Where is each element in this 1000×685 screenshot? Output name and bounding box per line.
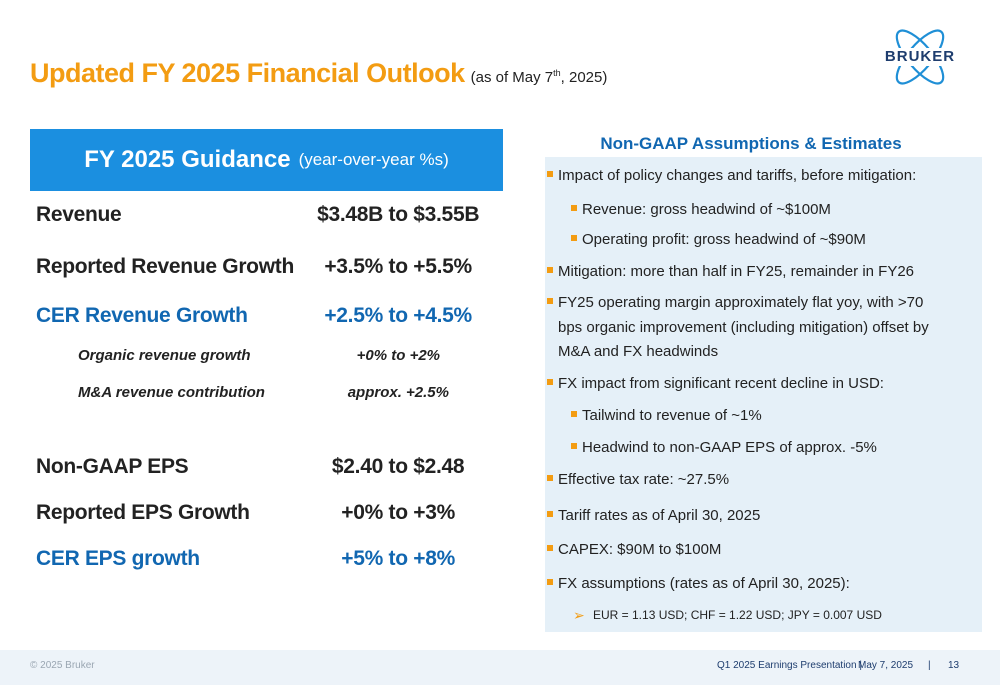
title-sub-suffix: , 2025) (560, 69, 608, 86)
footer-date: May 7, 2025 (858, 660, 914, 671)
bullet-item: Impact of policy changes and tariffs, be… (547, 166, 916, 185)
bullet-square-icon (571, 443, 577, 449)
sub-bullet-item: Headwind to non-GAAP EPS of approx. -5% (571, 438, 877, 457)
guidance-row-non-gaap-eps: Non-GAAP EPS $2.40 to $2.48 (36, 455, 496, 479)
bullet-square-icon (571, 235, 577, 241)
guidance-header-subtitle: (year-over-year %s) (298, 150, 449, 169)
bullet-item: FX assumptions (rates as of April 30, 20… (547, 574, 850, 593)
bullet-square-icon (547, 171, 553, 177)
bullet-square-icon (571, 205, 577, 211)
title-subtitle: (as of May 7th, 2025) (470, 68, 608, 86)
row-label: Reported EPS Growth (36, 501, 250, 524)
bullet-square-icon (547, 379, 553, 385)
row-value: +0% to +3% (341, 501, 455, 524)
guidance-row-organic-revenue-growth: Organic revenue growth +0% to +2% (36, 347, 496, 364)
guidance-header-title: FY 2025 Guidance (84, 146, 291, 173)
row-label: Organic revenue growth (78, 347, 251, 364)
row-label: Revenue (36, 203, 122, 226)
guidance-row-ma-revenue-contribution: M&A revenue contribution approx. +2.5% (36, 384, 496, 401)
title-sub-sup: th (553, 68, 561, 78)
bullet-square-icon (547, 511, 553, 517)
row-label: M&A revenue contribution (78, 384, 265, 401)
row-label: Non-GAAP EPS (36, 455, 189, 478)
guidance-row-cer-revenue-growth: CER Revenue Growth +2.5% to +4.5% (36, 304, 496, 328)
assumptions-title: Non-GAAP Assumptions & Estimates (600, 134, 902, 153)
sub-bullet-item: Operating profit: gross headwind of ~$90… (571, 230, 866, 249)
title-main: Updated FY 2025 Financial Outlook (30, 58, 465, 88)
bullet-item: FX impact from significant recent declin… (547, 374, 884, 393)
guidance-row-reported-revenue-growth: Reported Revenue Growth +3.5% to +5.5% (36, 255, 496, 279)
row-value: +2.5% to +4.5% (324, 304, 472, 327)
bullet-item: CAPEX: $90M to $100M (547, 540, 721, 559)
bullet-square-icon (547, 298, 553, 304)
logo-text: BRUKER (884, 48, 956, 65)
bullet-continuation: bps organic improvement (including mitig… (558, 319, 929, 336)
bruker-logo: BRUKER (872, 22, 968, 92)
guidance-row-reported-eps-growth: Reported EPS Growth +0% to +3% (36, 501, 496, 525)
guidance-row-cer-eps-growth: CER EPS growth +5% to +8% (36, 547, 496, 571)
arrow-bullet-item: ➢ EUR = 1.13 USD; CHF = 1.22 USD; JPY = 0… (573, 607, 882, 623)
footer-separator: | (928, 660, 931, 671)
row-label: CER EPS growth (36, 547, 200, 570)
footer: © 2025 Bruker Q1 2025 Earnings Presentat… (0, 650, 1000, 685)
logo-atom-icon (876, 29, 964, 85)
footer-presentation: Q1 2025 Earnings Presentation | (717, 660, 862, 671)
row-label: CER Revenue Growth (36, 304, 248, 327)
row-value: approx. +2.5% (347, 384, 449, 401)
footer-copyright: © 2025 Bruker (30, 660, 95, 671)
bullet-item: Effective tax rate: ~27.5% (547, 470, 729, 489)
bullet-square-icon (571, 411, 577, 417)
footer-page-number: 13 (948, 660, 960, 671)
bullet-item: FY25 operating margin approximately flat… (547, 293, 923, 312)
row-value: $2.40 to $2.48 (331, 455, 465, 478)
bullet-item: Mitigation: more than half in FY25, rema… (547, 262, 914, 281)
page-title: Updated FY 2025 Financial Outlook (as of … (30, 58, 607, 89)
row-value: +3.5% to +5.5% (324, 255, 472, 278)
bullet-continuation: M&A and FX headwinds (558, 343, 719, 360)
arrow-bullet-icon: ➢ (573, 607, 585, 623)
guidance-header: FY 2025 Guidance (year-over-year %s) (30, 129, 503, 191)
row-value: +0% to +2% (356, 347, 441, 364)
title-sub-prefix: (as of May 7 (470, 69, 554, 86)
row-label: Reported Revenue Growth (36, 255, 294, 278)
bullet-square-icon (547, 545, 553, 551)
sub-bullet-item: Revenue: gross headwind of ~$100M (571, 200, 831, 219)
guidance-row-revenue: Revenue $3.48B to $3.55B (36, 203, 496, 227)
row-value: +5% to +8% (341, 547, 455, 570)
assumptions-panel (545, 157, 982, 632)
row-value: $3.48B to $3.55B (317, 203, 480, 226)
sub-bullet-item: Tailwind to revenue of ~1% (571, 406, 762, 425)
bullet-square-icon (547, 267, 553, 273)
bullet-square-icon (547, 475, 553, 481)
bullet-item: Tariff rates as of April 30, 2025 (547, 506, 760, 525)
bullet-square-icon (547, 579, 553, 585)
